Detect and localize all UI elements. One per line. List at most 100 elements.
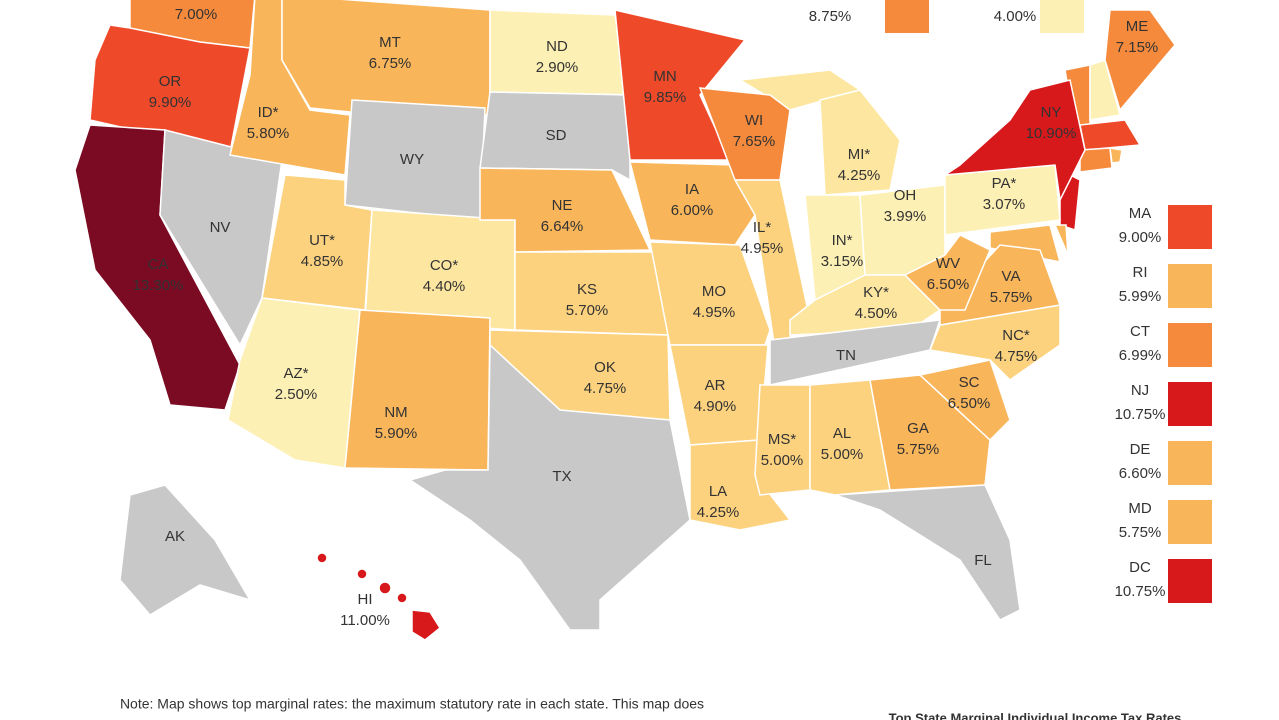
state-label: SC: [959, 374, 980, 391]
state-rate: 4.40%: [423, 278, 466, 295]
state-rate: 5.00%: [821, 446, 864, 463]
state-rate: 9.90%: [149, 94, 192, 111]
state-rate: 4.25%: [697, 504, 740, 521]
state-shape: [939, 244, 1062, 326]
legend-swatch: [1168, 382, 1212, 426]
state-rate: 7.65%: [733, 133, 776, 150]
state-rate: 7.15%: [1116, 39, 1159, 56]
state-label: IL*: [753, 219, 772, 236]
legend-rate: 10.75%: [1115, 406, 1166, 423]
state-shape: [903, 234, 991, 311]
legend-rate: 6.99%: [1119, 347, 1162, 364]
state-label: ME: [1126, 18, 1149, 35]
legend-rate: 4.00%: [994, 8, 1037, 25]
state-label: AR: [705, 377, 726, 394]
state-shape: [869, 374, 991, 491]
state-rate: 4.95%: [741, 240, 784, 257]
state-rate: 6.00%: [671, 202, 714, 219]
legend-label: MD: [1128, 500, 1151, 517]
legend-rate: 8.75%: [809, 8, 852, 25]
legend-rate: 5.75%: [1119, 524, 1162, 541]
state-shape: [754, 384, 811, 496]
state-label: FL: [974, 552, 992, 569]
state-label: NY: [1041, 104, 1062, 121]
state-shape: [356, 568, 368, 580]
state-label: NC*: [1002, 327, 1030, 344]
state-label: WV: [936, 255, 960, 272]
state-label: AL: [833, 425, 851, 442]
state-label: TX: [552, 468, 571, 485]
state-label: CO*: [430, 257, 459, 274]
state-ma: [1079, 119, 1142, 151]
state-label: OR: [159, 73, 182, 90]
legend-swatch: [1168, 264, 1212, 308]
state-label: AK: [165, 528, 185, 545]
state-label: LA: [709, 483, 727, 500]
state-rate: 6.50%: [948, 395, 991, 412]
state-shape: [918, 359, 1011, 442]
state-label: IN*: [832, 232, 853, 249]
state-label: TN: [836, 347, 856, 364]
state-label: GA: [907, 420, 929, 437]
legend-rate: 10.75%: [1115, 583, 1166, 600]
state-label: VA: [1002, 268, 1021, 285]
state-ri: [1109, 147, 1123, 164]
state-label: ID*: [258, 104, 279, 121]
state-rate: 7.00%: [175, 6, 218, 23]
legend-label: MA: [1129, 205, 1152, 222]
footer-title: Top State Marginal Individual Income Tax…: [889, 710, 1182, 720]
legend-label: RI: [1133, 264, 1148, 281]
state-rate: 2.90%: [536, 59, 579, 76]
state-label: NM: [384, 404, 407, 421]
state-rate: 4.95%: [693, 304, 736, 321]
legend-swatch: [1168, 323, 1212, 367]
state-rate: 4.50%: [855, 305, 898, 322]
state-shape: [119, 484, 252, 616]
state-rate: 4.75%: [995, 348, 1038, 365]
state-rate: 6.75%: [369, 55, 412, 72]
state-label: OH: [894, 187, 917, 204]
state-rate: 5.75%: [990, 289, 1033, 306]
state-rate: 3.15%: [821, 253, 864, 270]
state-rate: 5.70%: [566, 302, 609, 319]
legend-label: NH: [1004, 0, 1026, 4]
state-rate: 4.75%: [584, 380, 627, 397]
state-label: MO: [702, 283, 726, 300]
state-rate: 11.00%: [340, 612, 390, 629]
state-rate: 6.50%: [927, 276, 970, 293]
state-shape: [396, 592, 408, 604]
state-shape: [408, 343, 691, 631]
legend-label: VT: [820, 0, 839, 4]
state-shape: [316, 552, 328, 564]
legend-rate: 6.60%: [1119, 465, 1162, 482]
note: Note: Map shows top marginal rates: the …: [120, 696, 704, 712]
state-shape: [944, 79, 1086, 203]
legend-label: CT: [1130, 323, 1150, 340]
state-labels: 7.00% OR 9.90% CA 13.30% NV ID* 5.80% MT 6.75% WY U…: [133, 6, 1159, 629]
state-nh: [1089, 59, 1121, 121]
state-de: [1053, 224, 1069, 256]
state-label: NE: [552, 197, 573, 214]
state-shape: [479, 91, 631, 182]
state-rate: 4.85%: [301, 253, 344, 270]
legend-rate: 5.99%: [1119, 288, 1162, 305]
state-label: NV: [210, 219, 231, 236]
state-label: MS*: [768, 431, 797, 448]
state-label: MN: [653, 68, 676, 85]
state-shape: [89, 24, 251, 153]
legend-swatch: [885, 0, 929, 33]
state-shape: [669, 344, 769, 446]
state-rate: 2.50%: [275, 386, 318, 403]
state-label: WY: [400, 151, 424, 168]
state-rate: 4.90%: [694, 398, 737, 415]
state-label: OK: [594, 359, 616, 376]
legend-label: DE: [1130, 441, 1151, 458]
state-label: ND: [546, 38, 568, 55]
state-rate: 3.99%: [884, 208, 927, 225]
legend-swatch: [1168, 559, 1212, 603]
state-rate: 6.64%: [541, 218, 584, 235]
state-ct: [1079, 147, 1113, 173]
state-rate: 9.85%: [644, 89, 687, 106]
state-md: [989, 224, 1062, 263]
